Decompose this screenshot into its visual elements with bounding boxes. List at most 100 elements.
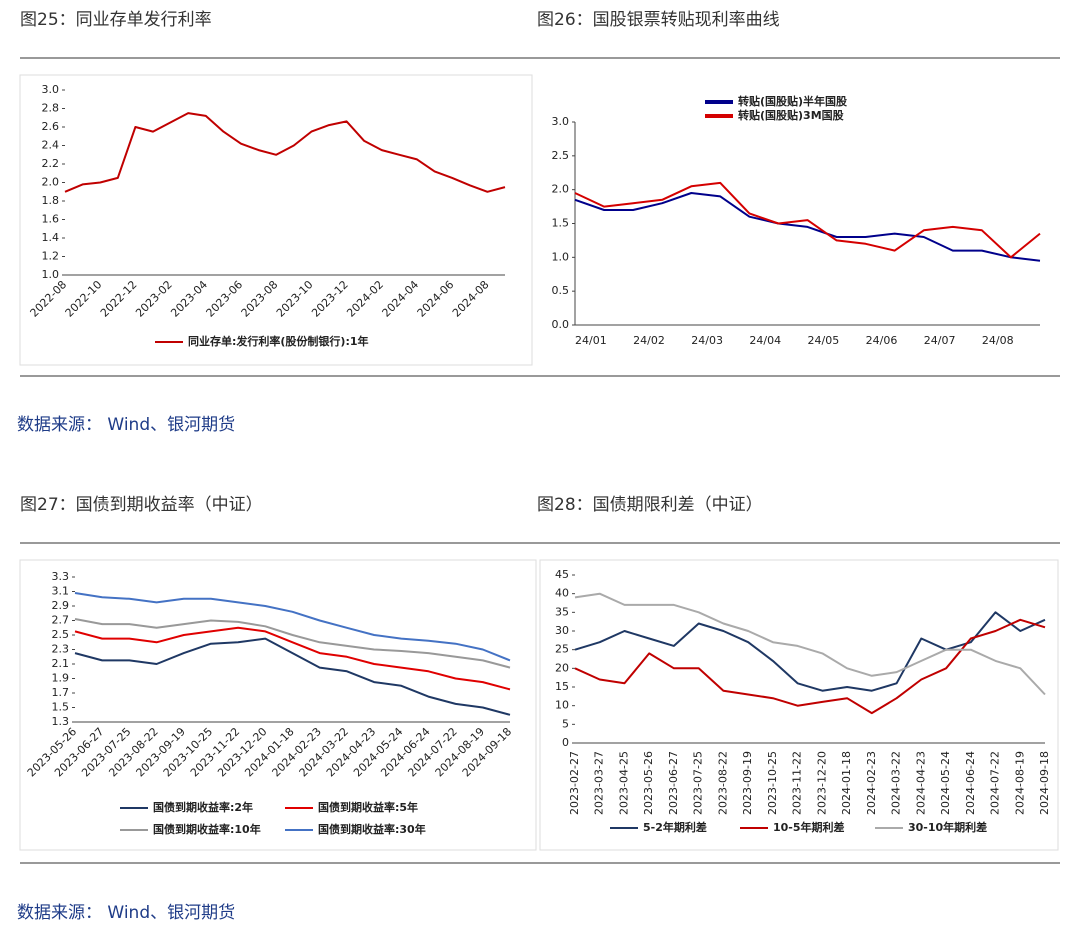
- y-tick-label: 1.5: [52, 701, 70, 714]
- y-tick-label: 1.8: [42, 194, 60, 207]
- y-tick-label: 2.5: [552, 149, 570, 162]
- y-tick-label: 45: [555, 568, 569, 581]
- x-tick-label: 24/01: [575, 334, 607, 347]
- legend-label: 30-10年期利差: [908, 820, 987, 834]
- x-tick-label: 2024-06: [415, 278, 457, 320]
- x-tick-label: 2023-04: [168, 278, 210, 320]
- y-tick-label: 1.0: [552, 250, 570, 263]
- y-tick-label: 2.9: [52, 599, 70, 612]
- y-tick-label: 30: [555, 624, 569, 637]
- y-tick-label: 3.0: [42, 83, 60, 96]
- y-tick-label: 2.0: [552, 183, 570, 196]
- y-tick-label: 1.3: [52, 715, 70, 728]
- legend-label: 国债到期收益率:5年: [318, 800, 418, 814]
- chart-title: 图28：国债期限利差（中证）: [537, 495, 763, 515]
- y-tick-label: 20: [555, 661, 569, 674]
- x-tick-label: 2022-12: [98, 278, 140, 320]
- y-tick-label: 0: [562, 736, 569, 749]
- y-tick-label: 2.2: [42, 157, 60, 170]
- y-tick-label: 1.4: [42, 231, 60, 244]
- y-tick-label: 2.7: [52, 614, 70, 627]
- y-tick-label: 2.5: [52, 628, 70, 641]
- chart-frame: [19, 74, 533, 366]
- y-tick-label: 2.6: [42, 120, 60, 133]
- y-tick-label: 15: [555, 680, 569, 693]
- x-tick-label: 24/03: [691, 334, 723, 347]
- x-tick-label: 2023-12: [309, 278, 351, 320]
- y-tick-label: 2.0: [42, 176, 60, 189]
- x-tick-label: 2024-01-18: [840, 751, 853, 815]
- legend-label: 国债到期收益率:30年: [318, 822, 426, 836]
- x-tick-label: 2024-02-23: [865, 751, 878, 815]
- y-tick-label: 0.0: [552, 318, 570, 331]
- chart-title: 图25：同业存单发行利率: [20, 10, 212, 30]
- x-tick-label: 2024-04-23: [914, 751, 927, 815]
- x-tick-label: 2022-10: [63, 278, 105, 320]
- source: 数据来源： Wind、银河期货: [17, 415, 235, 435]
- series-line: [74, 637, 511, 716]
- x-tick-label: 2022-08: [28, 278, 70, 320]
- y-tick-label: 5: [562, 717, 569, 730]
- series-line: [64, 112, 506, 193]
- source: 数据来源： Wind、银河期货: [17, 903, 235, 923]
- y-tick-label: 2.4: [42, 139, 60, 152]
- series-line: [574, 192, 1041, 262]
- y-tick-label: 3.1: [52, 585, 70, 598]
- chart-title: 图27：国债到期收益率（中证）: [20, 495, 263, 515]
- y-tick-label: 3.3: [52, 570, 70, 583]
- y-tick-label: 1.6: [42, 213, 60, 226]
- x-tick-label: 2023-09-19: [741, 751, 754, 815]
- x-tick-label: 2023-04-25: [617, 751, 630, 815]
- x-tick-label: 2023-07-25: [692, 751, 705, 815]
- x-tick-label: 24/02: [633, 334, 665, 347]
- x-tick-label: 2024-07-22: [989, 751, 1002, 815]
- legend-label: 同业存单:发行利率(股份制银行):1年: [188, 334, 369, 348]
- x-tick-label: 24/08: [982, 334, 1014, 347]
- x-tick-label: 2024-02: [344, 278, 386, 320]
- x-tick-label: 2023-06: [204, 278, 246, 320]
- x-tick-label: 24/04: [749, 334, 781, 347]
- y-tick-label: 3.0: [552, 115, 570, 128]
- y-tick-label: 1.9: [52, 672, 70, 685]
- legend-label: 国债到期收益率:10年: [153, 822, 261, 836]
- x-tick-label: 2024-06-24: [964, 751, 977, 815]
- legend-label: 转贴(国股贴)半年国股: [738, 94, 848, 108]
- legend-label: 10-5年期利差: [773, 820, 845, 834]
- x-tick-label: 2024-04: [380, 278, 422, 320]
- y-tick-label: 35: [555, 605, 569, 618]
- x-tick-label: 24/05: [808, 334, 840, 347]
- x-tick-label: 2023-11-22: [791, 751, 804, 815]
- y-tick-label: 40: [555, 587, 569, 600]
- x-tick-label: 2023-10: [274, 278, 316, 320]
- y-tick-label: 1.7: [52, 686, 70, 699]
- series-line: [574, 618, 1046, 715]
- series-line: [574, 592, 1046, 696]
- y-tick-label: 1.2: [42, 250, 60, 263]
- x-tick-label: 2024-08-19: [1013, 751, 1026, 815]
- chart-title: 图26：国股银票转贴现利率曲线: [537, 10, 780, 30]
- x-tick-label: 2023-06-27: [667, 751, 680, 815]
- y-tick-label: 2.1: [52, 657, 70, 670]
- x-tick-label: 24/07: [924, 334, 956, 347]
- y-tick-label: 1.5: [552, 217, 570, 230]
- x-tick-label: 2024-05-24: [939, 751, 952, 815]
- y-tick-label: 10: [555, 699, 569, 712]
- y-tick-label: 2.3: [52, 643, 70, 656]
- x-tick-label: 2023-03-27: [593, 751, 606, 815]
- x-tick-label: 2023-08: [239, 278, 281, 320]
- x-tick-label: 2024-09-18: [1038, 751, 1051, 815]
- x-tick-label: 2023-08-22: [716, 751, 729, 815]
- series-line: [74, 626, 511, 691]
- legend-label: 转贴(国股贴)3M国股: [738, 108, 845, 122]
- x-tick-label: 2023-12-20: [815, 751, 828, 815]
- x-tick-label: 2023-02-27: [568, 751, 581, 815]
- x-tick-label: 2024-08: [450, 278, 492, 320]
- x-tick-label: 2024-03-22: [890, 751, 903, 815]
- legend-label: 国债到期收益率:2年: [153, 800, 253, 814]
- x-tick-label: 24/06: [866, 334, 898, 347]
- chart-frame: [539, 559, 1059, 851]
- x-tick-label: 2023-05-26: [642, 751, 655, 815]
- y-tick-label: 0.5: [552, 284, 570, 297]
- chart-frame: [19, 559, 537, 851]
